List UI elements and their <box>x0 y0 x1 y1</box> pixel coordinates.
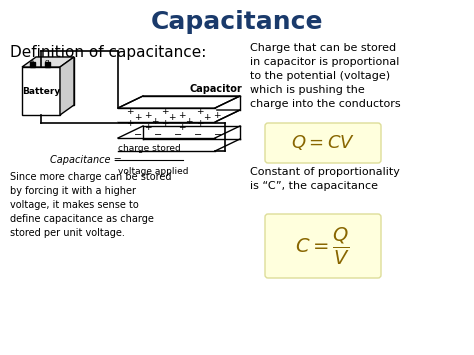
Text: −: − <box>134 130 142 140</box>
Text: charge stored: charge stored <box>118 144 181 153</box>
Text: +: + <box>178 110 186 120</box>
Text: +: + <box>196 108 204 116</box>
Polygon shape <box>60 57 74 115</box>
Polygon shape <box>22 57 74 67</box>
Text: Capacitor: Capacitor <box>189 84 242 94</box>
Text: +: + <box>134 114 142 122</box>
FancyBboxPatch shape <box>265 123 381 163</box>
Text: +: + <box>126 108 134 116</box>
Text: Since more charge can be stored
by forcing it with a higher
voltage, it makes se: Since more charge can be stored by forci… <box>10 172 172 238</box>
Text: −: − <box>154 130 162 140</box>
Text: Capacitance =: Capacitance = <box>50 155 125 165</box>
Text: +: + <box>178 122 186 131</box>
Polygon shape <box>118 110 240 122</box>
Bar <box>30 62 35 67</box>
Text: g: g <box>45 59 49 65</box>
Text: +: + <box>161 108 169 116</box>
Polygon shape <box>118 96 240 108</box>
Polygon shape <box>118 108 215 122</box>
Bar <box>45 62 50 67</box>
Text: −: − <box>174 130 182 140</box>
Text: +: + <box>203 114 211 122</box>
Text: +: + <box>151 116 159 126</box>
Polygon shape <box>118 138 215 151</box>
Text: Constant of proportionality
is “C”, the capacitance: Constant of proportionality is “C”, the … <box>250 167 400 191</box>
Text: +: + <box>196 120 204 129</box>
Text: Definition of capacitance:: Definition of capacitance: <box>10 45 206 60</box>
Text: +: + <box>144 110 152 120</box>
Text: −: − <box>214 130 222 140</box>
Polygon shape <box>36 57 74 105</box>
Text: +: + <box>213 110 221 120</box>
Text: Charge that can be stored
in capacitor is proportional
to the potential (voltage: Charge that can be stored in capacitor i… <box>250 43 401 109</box>
Polygon shape <box>22 67 60 115</box>
Text: Battery: Battery <box>22 87 60 95</box>
Text: $C = \dfrac{Q}{V}$: $C = \dfrac{Q}{V}$ <box>295 225 350 267</box>
Text: −: − <box>194 130 202 140</box>
Text: +: + <box>126 120 134 129</box>
Text: voltage applied: voltage applied <box>118 167 189 176</box>
Text: Capacitance: Capacitance <box>151 10 323 34</box>
Text: +: + <box>144 122 152 131</box>
Text: +: + <box>161 120 169 129</box>
Text: +: + <box>185 116 193 126</box>
Text: a: a <box>30 59 34 65</box>
Text: $Q = CV$: $Q = CV$ <box>291 133 355 153</box>
FancyBboxPatch shape <box>265 214 381 278</box>
Text: +: + <box>168 114 176 122</box>
